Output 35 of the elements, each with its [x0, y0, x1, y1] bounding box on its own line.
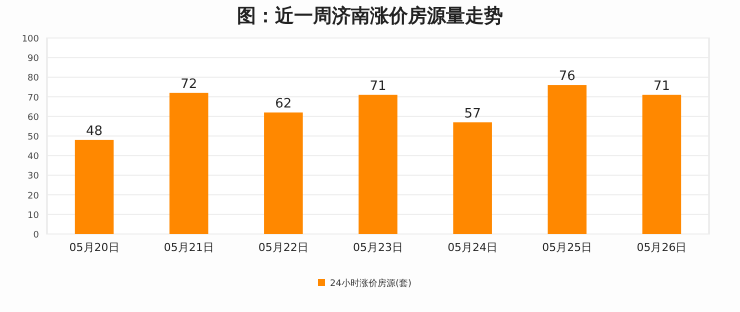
- bar: [358, 94, 398, 234]
- y-tick-label: 30: [28, 172, 40, 182]
- y-tick-label: 10: [28, 210, 40, 221]
- x-tick-label: 05月22日: [258, 241, 308, 254]
- data-label: 76: [558, 69, 576, 84]
- data-label: 48: [86, 124, 103, 139]
- y-tick-label: 60: [28, 112, 40, 123]
- x-tick-label: 05月25日: [542, 241, 592, 254]
- y-tick-label: 40: [28, 152, 40, 162]
- data-label: 62: [275, 96, 292, 112]
- bar: [453, 122, 492, 234]
- data-label: 57: [464, 106, 481, 122]
- bar: [642, 94, 682, 234]
- data-label: 71: [370, 78, 386, 94]
- bar: [169, 92, 208, 234]
- x-tick-label: 05月21日: [164, 241, 214, 254]
- y-tick-label: 50: [28, 132, 40, 142]
- y-tick-label: 100: [22, 34, 40, 44]
- legend: 24小时涨价房源(套): [318, 279, 412, 289]
- y-tick-label: 90: [28, 54, 40, 64]
- y-tick-label: 0: [33, 230, 40, 240]
- bar: [74, 140, 114, 234]
- legend-label: 24小时涨价房源(套): [330, 278, 412, 289]
- bar: [548, 85, 587, 234]
- data-label: 71: [653, 78, 670, 94]
- x-tick-label: 05月24日: [448, 241, 498, 254]
- x-tick-label: 05月23日: [353, 241, 403, 254]
- y-tick-label: 70: [28, 93, 40, 104]
- data-label: 72: [180, 76, 198, 92]
- x-tick-label: 05月26日: [636, 241, 687, 254]
- y-tick-label: 20: [28, 191, 40, 202]
- y-tick-label: 80: [28, 74, 40, 84]
- bar: [264, 112, 303, 234]
- title: 图：近一周济南涨价房源量走势: [237, 5, 503, 27]
- x-tick-label: 05月20日: [69, 241, 120, 254]
